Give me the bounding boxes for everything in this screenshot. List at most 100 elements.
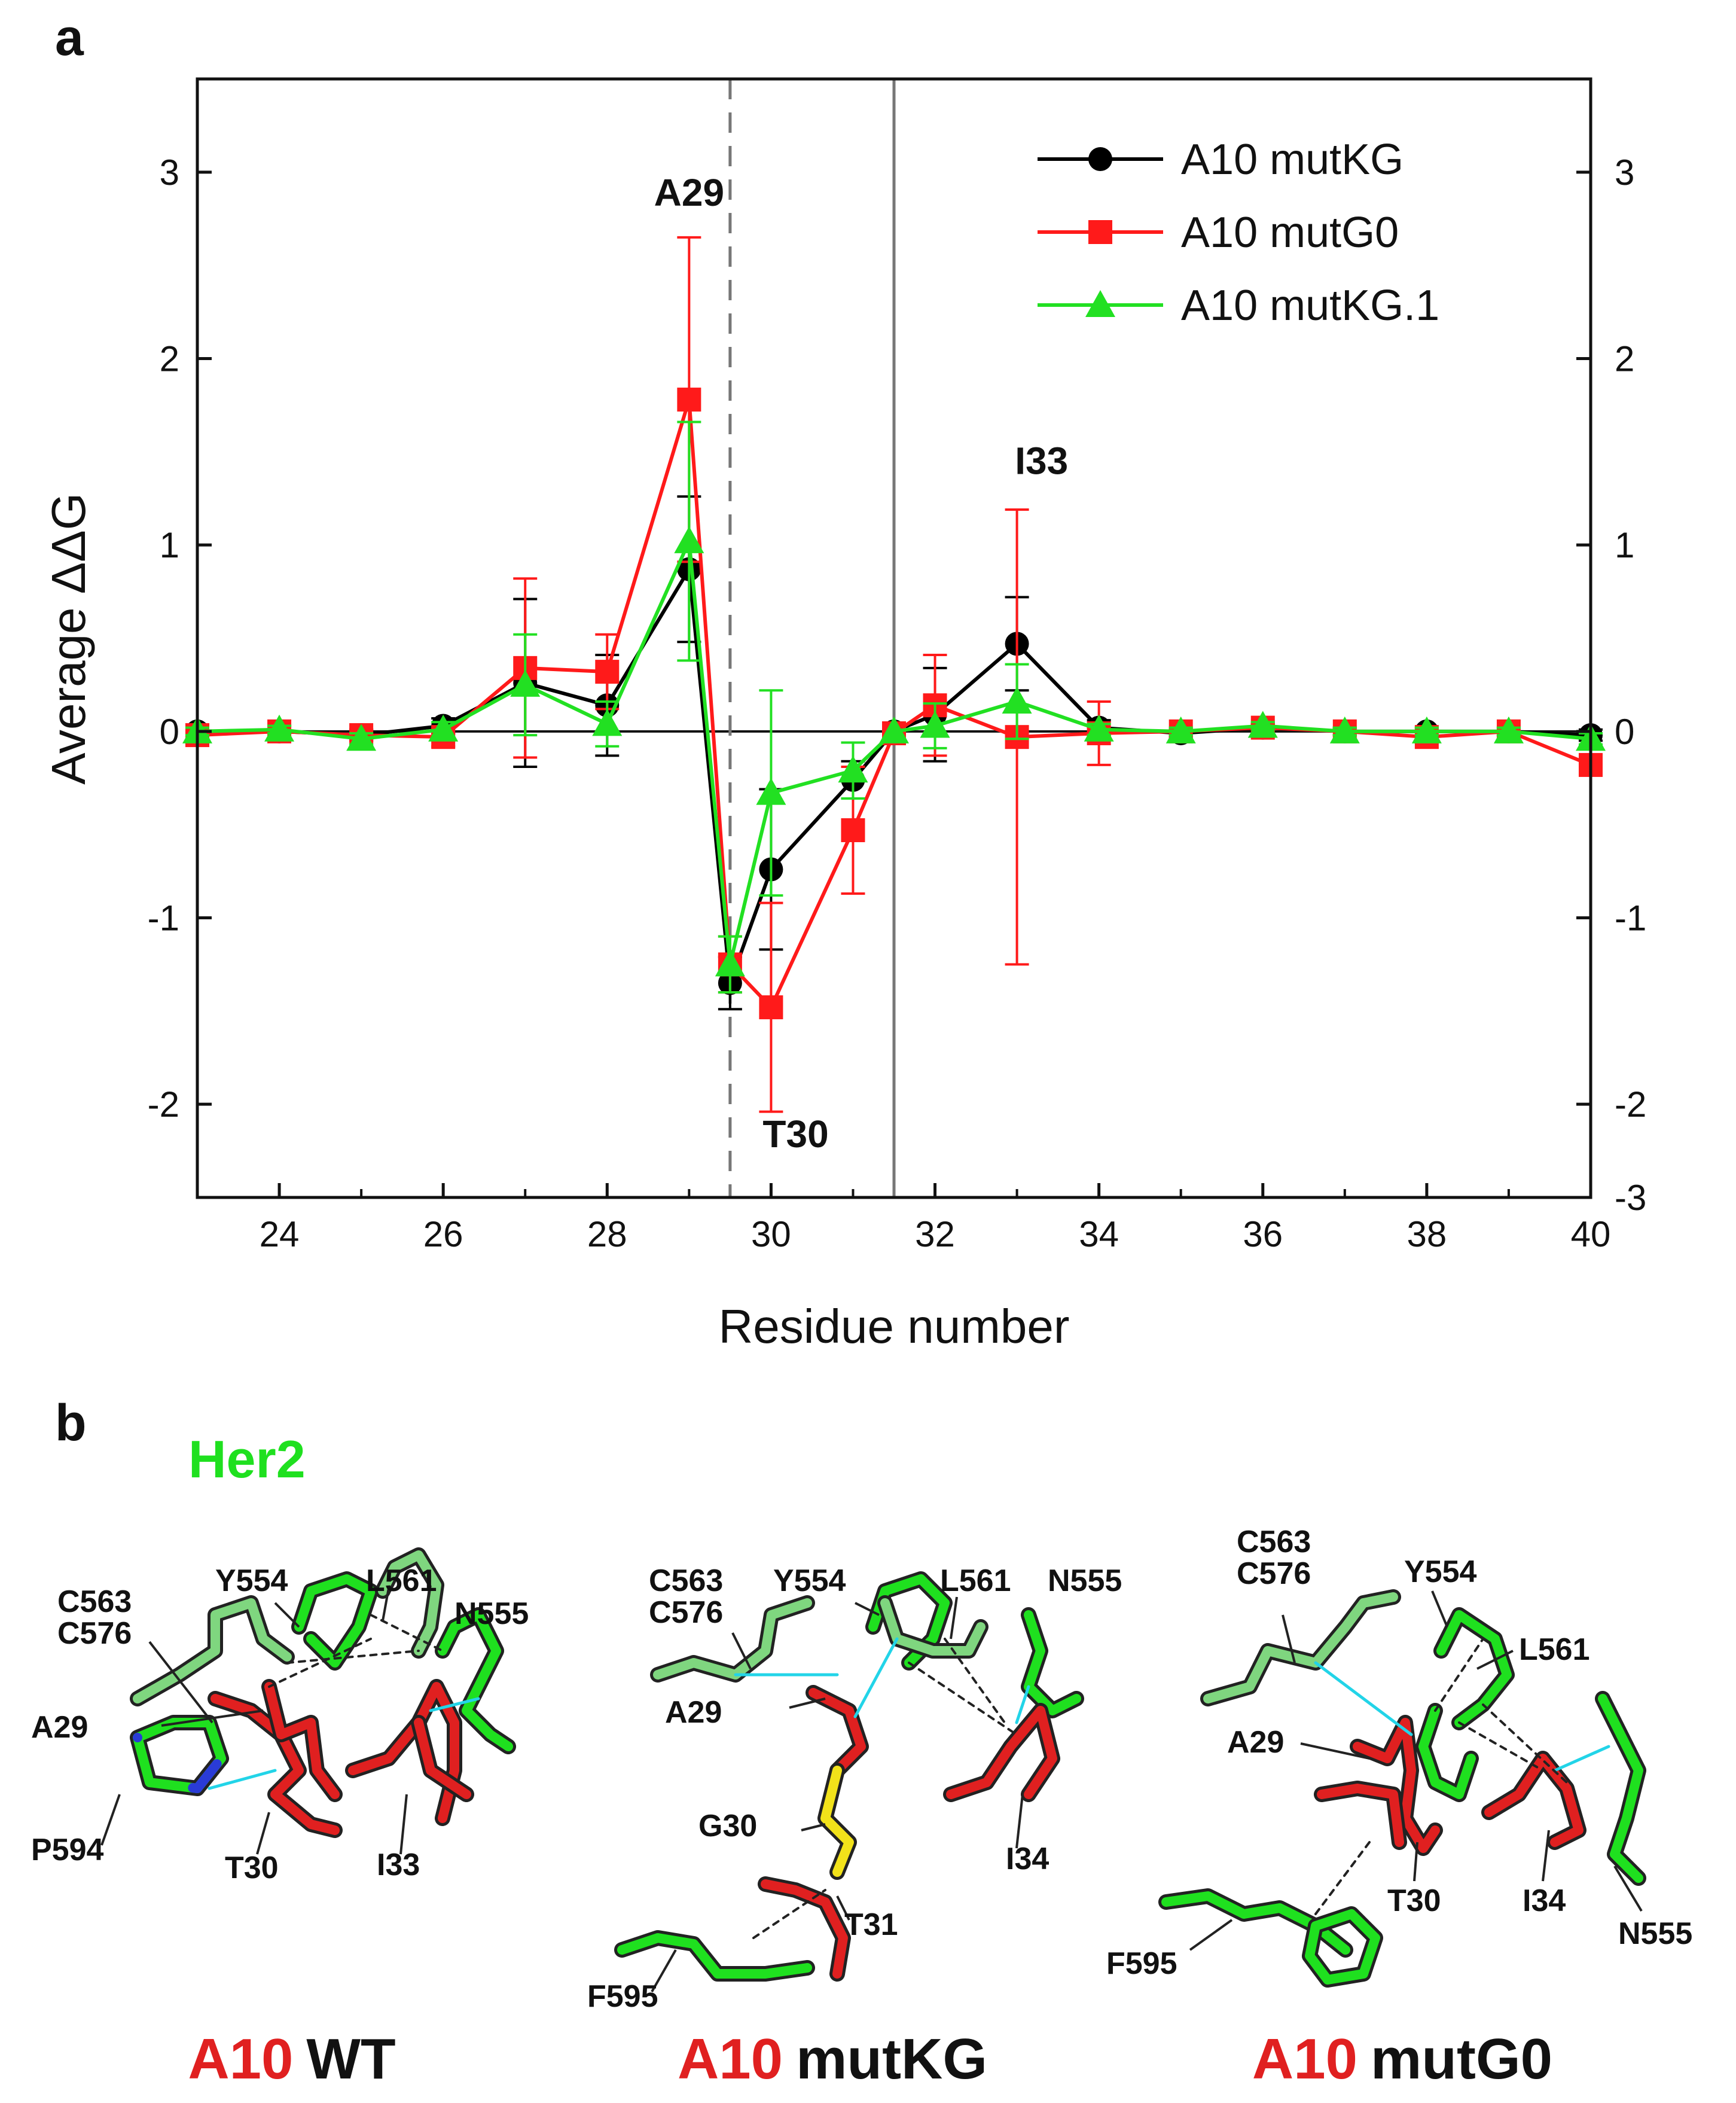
data-point — [1411, 716, 1442, 743]
label-c576-mutkg: C576 — [649, 1595, 723, 1630]
x-tick-label: 36 — [1243, 1214, 1283, 1254]
y-tick-label-right: -3 — [1615, 1178, 1646, 1218]
label-g30-mutkg: G30 — [698, 1809, 757, 1843]
label-c576-mutg0: C576 — [1237, 1556, 1311, 1591]
data-series — [182, 236, 1606, 1113]
y-tick-label-right: 1 — [1615, 525, 1634, 565]
stick-model — [614, 1571, 1084, 1982]
label-c563-mutkg: C563 — [649, 1563, 723, 1598]
data-point — [1002, 686, 1032, 714]
y-tick-label-right: -2 — [1615, 1084, 1646, 1124]
data-point — [346, 724, 377, 751]
x-tick-label: 24 — [260, 1214, 300, 1254]
panel-a-label: a — [55, 9, 84, 66]
label-c563-wt: C563 — [57, 1584, 132, 1619]
y-tick-label-right: -1 — [1615, 898, 1646, 938]
label-t30-mutg0: T30 — [1387, 1883, 1441, 1918]
label-i34-mutkg: I34 — [1006, 1842, 1049, 1876]
label-a29-wt: A29 — [31, 1710, 88, 1745]
label-i33-wt: I33 — [377, 1848, 420, 1882]
her2-label: Her2 — [188, 1430, 306, 1489]
label-f595-mutg0: F595 — [1106, 1946, 1177, 1981]
label-p594-wt: P594 — [31, 1833, 104, 1867]
label-a29-mutg0: A29 — [1227, 1725, 1284, 1760]
residue-labels: C563 C576 Y554 L561 N555 A29 P594 T30 I3… — [31, 1525, 1692, 2014]
data-point — [592, 709, 623, 736]
label-l561-wt: L561 — [366, 1563, 437, 1598]
label-i34-mutg0: I34 — [1523, 1883, 1566, 1918]
y-tick-label-left: 3 — [160, 153, 179, 193]
leader-lines — [100, 1587, 408, 1855]
data-point — [1329, 716, 1360, 743]
caption-prefix: A10 — [678, 2027, 783, 2091]
label-f595-mutkg: F595 — [587, 1979, 658, 2014]
caption-suffix: mutG0 — [1371, 2027, 1552, 2091]
x-tick-label: 32 — [915, 1214, 955, 1254]
legend-marker — [1085, 290, 1115, 317]
caption-mutkg: A10 mutKG — [678, 2027, 987, 2091]
label-t31-mutkg: T31 — [844, 1907, 898, 1942]
series-line — [197, 539, 1591, 967]
data-point — [715, 949, 745, 977]
data-point — [838, 755, 868, 783]
caption-prefix: A10 — [188, 2027, 293, 2091]
y-tick-label-left: -2 — [148, 1084, 179, 1124]
stick-model — [130, 1547, 516, 1838]
panel-b-label: b — [55, 1394, 87, 1452]
caption-mutg0: A10 mutG0 — [1252, 2027, 1552, 2091]
x-tick-label: 30 — [751, 1214, 791, 1254]
legend-label: A10 mutKG — [1181, 136, 1404, 184]
x-tick-label: 38 — [1407, 1214, 1447, 1254]
legend-marker — [1088, 147, 1112, 171]
legend-label: A10 mutG0 — [1181, 209, 1399, 257]
label-l561-mutkg: L561 — [940, 1563, 1011, 1598]
annotation-i33: I33 — [1015, 440, 1068, 483]
stick-model — [1158, 1589, 1646, 1988]
label-y554-mutkg: Y554 — [773, 1563, 846, 1598]
data-point — [677, 388, 701, 412]
label-n555-mutkg: N555 — [1048, 1563, 1122, 1598]
legend-item-2: A10 mutG0 — [1038, 209, 1399, 257]
annotations: A29 T30 I33 — [654, 171, 1069, 1156]
structure-mutg0 — [1158, 1589, 1646, 1988]
y-tick-label-right: 0 — [1615, 712, 1634, 752]
data-point — [841, 818, 865, 843]
data-point — [1166, 716, 1196, 743]
legend-marker — [1088, 220, 1112, 244]
leader-lines — [1189, 1590, 1643, 1951]
y-axis-title: Average ΔΔG — [42, 493, 95, 785]
legend-item-3: A10 mutKG.1 — [1038, 282, 1439, 330]
plot-frame — [196, 77, 1592, 1199]
label-y554-mutg0: Y554 — [1404, 1555, 1477, 1589]
x-tick-label: 40 — [1571, 1214, 1611, 1254]
data-point — [1084, 714, 1114, 742]
y-tick-label-left: -1 — [148, 898, 179, 938]
label-n555-mutg0: N555 — [1618, 1916, 1692, 1951]
y-tick-label-left: 0 — [160, 712, 179, 752]
label-c576-wt: C576 — [57, 1616, 132, 1651]
x-axis-title: Residue number — [719, 1300, 1070, 1353]
x-tick-label: 28 — [587, 1214, 627, 1254]
annotation-t30: T30 — [762, 1113, 828, 1156]
label-l561-mutg0: L561 — [1519, 1632, 1590, 1667]
data-point — [428, 714, 459, 742]
data-point — [264, 714, 295, 742]
data-point — [759, 995, 783, 1020]
data-point — [756, 778, 786, 805]
structure-mutkg — [614, 1571, 1084, 1992]
data-point — [920, 711, 950, 738]
caption-suffix: WT — [306, 2027, 395, 2091]
data-point — [879, 716, 909, 743]
label-y554-wt: Y554 — [215, 1563, 288, 1598]
y-tick-label-right: 2 — [1615, 339, 1634, 379]
leader-lines — [651, 1596, 1024, 1992]
legend: A10 mutKG A10 mutG0 A10 mutKG.1 — [1038, 136, 1439, 330]
caption-prefix: A10 — [1252, 2027, 1357, 2091]
data-point — [674, 526, 704, 553]
data-point — [1493, 716, 1524, 743]
data-point — [595, 660, 620, 684]
x-tick-label: 26 — [423, 1214, 463, 1254]
caption-suffix: mutKG — [796, 2027, 987, 2091]
